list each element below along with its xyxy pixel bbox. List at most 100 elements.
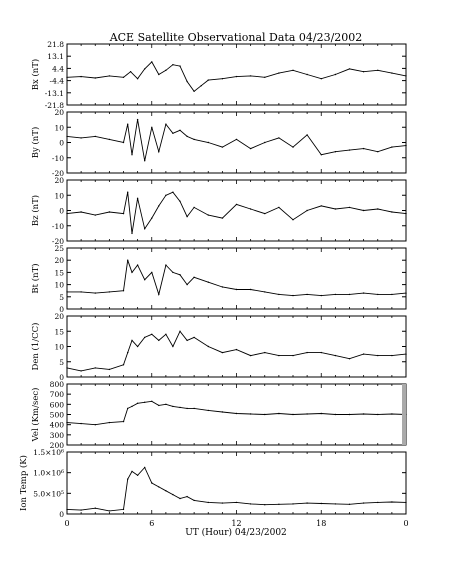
data-point <box>264 351 266 354</box>
data-point <box>362 292 365 294</box>
data-point <box>151 61 153 63</box>
series-line-2 <box>66 191 407 234</box>
data-point <box>66 212 68 215</box>
y-tick-label: 10 <box>54 191 64 200</box>
data-point <box>94 214 97 216</box>
data-point <box>377 151 379 153</box>
data-point <box>144 466 146 469</box>
y-axis-label: Bx (nT) <box>30 59 41 91</box>
data-point <box>249 75 252 77</box>
panel-frame <box>66 43 407 106</box>
data-point <box>108 291 111 293</box>
data-point <box>131 339 133 342</box>
data-point <box>249 413 252 415</box>
data-point <box>165 333 167 335</box>
data-point <box>136 474 139 476</box>
data-point <box>405 353 407 355</box>
data-point <box>129 71 132 73</box>
data-point <box>144 279 146 281</box>
y-tick-label: 10 <box>54 281 64 290</box>
data-point <box>127 259 129 261</box>
data-point <box>264 413 266 416</box>
data-point <box>391 211 393 213</box>
x-tick-label: 12 <box>231 519 241 528</box>
data-point <box>377 354 379 357</box>
data-point <box>278 293 280 296</box>
data-point <box>136 264 139 266</box>
data-point <box>122 364 125 366</box>
data-point <box>235 501 238 504</box>
y-tick-label: -21.8 <box>45 101 64 110</box>
data-point <box>108 421 111 424</box>
data-point <box>172 345 174 348</box>
data-point <box>306 293 308 296</box>
data-point <box>200 85 202 87</box>
data-point <box>144 336 146 339</box>
data-point <box>362 71 365 73</box>
y-tick-label: -13.1 <box>45 89 64 98</box>
y-axis-label: Ion Temp (K) <box>18 455 29 511</box>
series-line-3 <box>67 260 407 297</box>
data-point <box>249 208 252 210</box>
data-point <box>264 504 266 506</box>
data-point <box>80 291 82 293</box>
x-tick-label: 0 <box>64 519 69 528</box>
data-point <box>127 407 129 410</box>
data-point <box>306 134 308 136</box>
y-tick-label: 1.0×10⁶ <box>33 469 64 478</box>
y-tick-label: 800 <box>50 380 65 389</box>
data-point <box>151 482 153 484</box>
data-point <box>278 503 280 505</box>
data-point <box>235 138 238 141</box>
data-point <box>186 135 188 138</box>
y-tick-label: 400 <box>50 421 65 430</box>
data-point <box>221 286 224 288</box>
data-point <box>136 118 139 121</box>
series-line-4 <box>66 330 407 372</box>
series-line-6 <box>66 466 407 512</box>
data-point <box>80 370 82 372</box>
data-point <box>207 501 209 504</box>
data-point <box>179 129 181 131</box>
data-point <box>221 502 224 504</box>
data-point <box>362 413 365 415</box>
data-point <box>193 499 195 502</box>
data-point <box>362 353 365 355</box>
data-point <box>151 400 153 402</box>
data-point <box>348 68 351 70</box>
y-tick-label: 20 <box>54 176 64 185</box>
x-tick-label: 18 <box>316 519 326 528</box>
data-point <box>122 141 125 144</box>
panel-6: 0 5.0×10⁵ 1.0×10⁶ 1.5×10⁶ Ion Temp (K) <box>18 448 407 519</box>
data-point <box>235 348 238 351</box>
panel-2: -20 -10 0 10 20 Bz (nT) <box>30 176 407 246</box>
y-tick-label: 10 <box>54 123 64 132</box>
data-point <box>320 294 322 297</box>
data-point <box>391 413 393 415</box>
panel-4: 0 5 10 15 20 Den (1/CC) <box>30 312 407 382</box>
data-point <box>362 502 365 504</box>
panel-frame <box>66 315 407 378</box>
y-tick-label: 4.4 <box>52 64 64 73</box>
data-point <box>66 135 68 138</box>
y-tick-label: -10 <box>52 222 64 231</box>
x-axis-label: UT (Hour) 04/23/2002 <box>185 527 287 538</box>
data-point <box>172 493 174 496</box>
y-tick-label: 5 <box>59 358 64 367</box>
data-point <box>172 191 174 193</box>
data-point <box>172 271 174 274</box>
data-point <box>179 330 181 332</box>
data-point <box>66 421 68 424</box>
y-tick-label: 0 <box>59 373 64 382</box>
y-axis-label: By (nT) <box>30 127 41 159</box>
data-point <box>334 354 337 357</box>
y-tick-label: 25 <box>54 244 64 253</box>
data-point <box>144 68 146 70</box>
data-point <box>207 214 209 216</box>
data-point <box>136 78 139 80</box>
data-point <box>221 351 224 354</box>
data-point <box>66 76 68 79</box>
x-tick-label: 6 <box>149 519 154 528</box>
